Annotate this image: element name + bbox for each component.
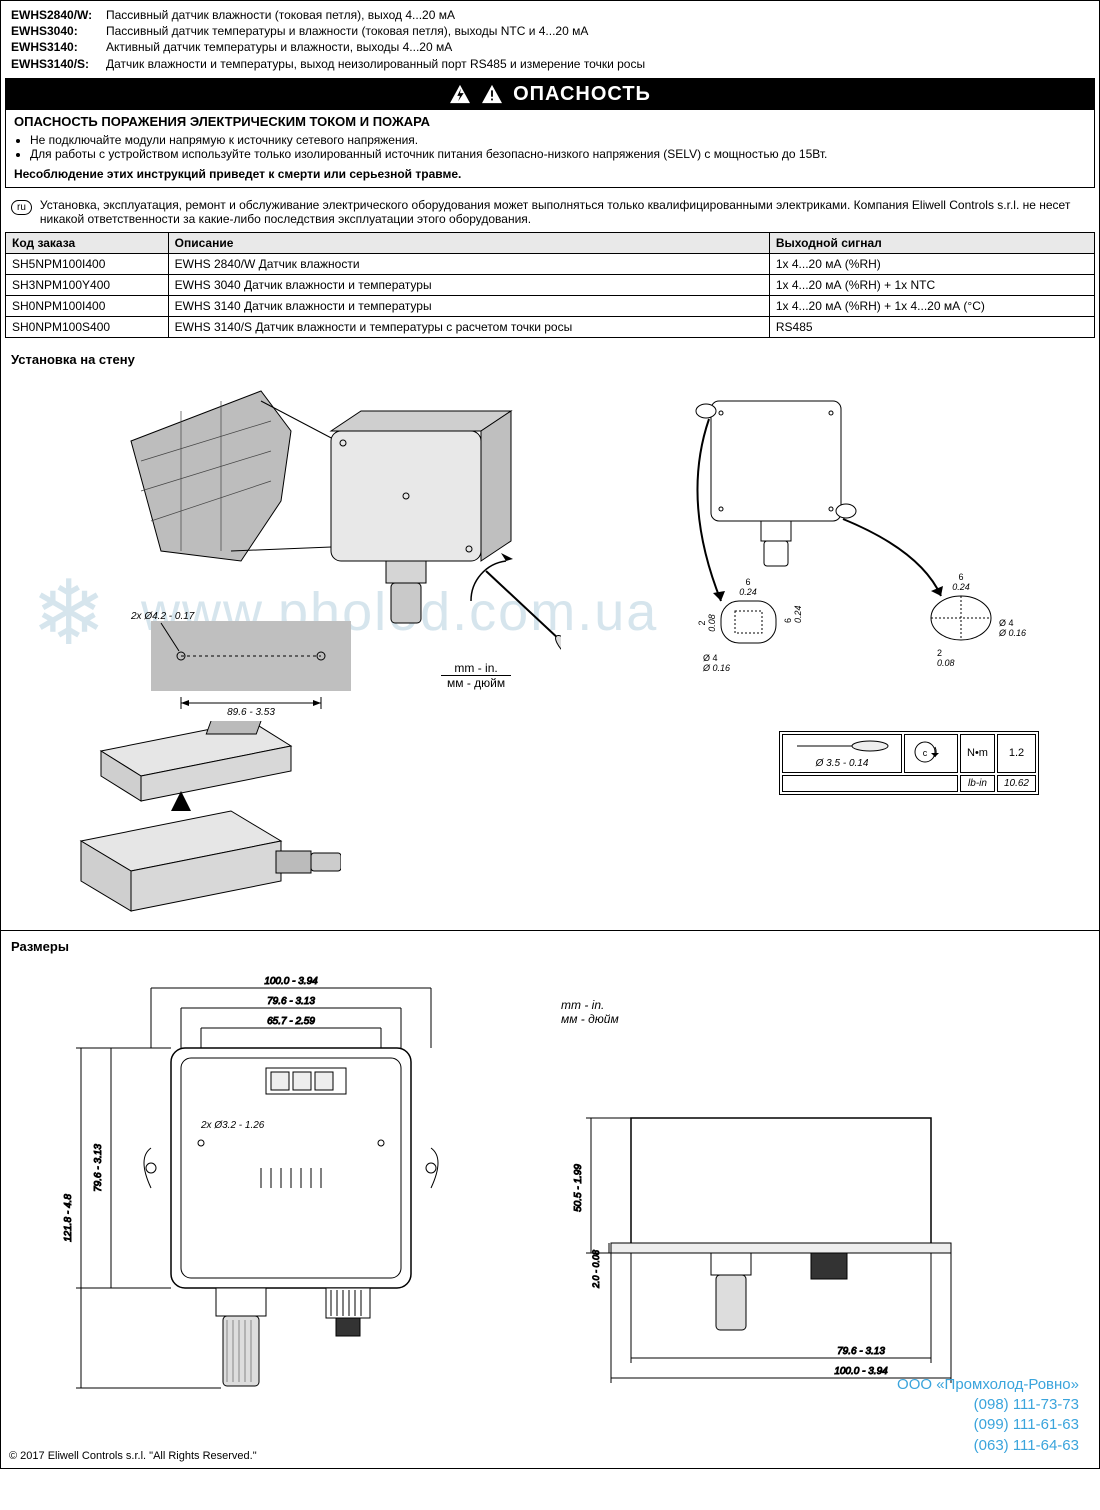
- table-row: SH3NPM100Y400EWHS 3040 Датчик влажности …: [6, 274, 1095, 295]
- phone: (063) 111-64-63: [897, 1436, 1079, 1456]
- installer-note: ru Установка, эксплуатация, ремонт и обс…: [1, 194, 1099, 230]
- screwdriver-icon: [792, 737, 892, 755]
- svg-text:6: 6: [958, 572, 963, 582]
- dims-section-title: Размеры: [1, 931, 1099, 958]
- rear-mount-diagram: 6 0.24 2 0.08 6 0.24 Ø 4 Ø 0.16 6 0.24 2…: [661, 391, 1041, 691]
- unit-legend-dims: mm - in. мм - дюйм: [561, 998, 619, 1026]
- svg-text:Ø 0.16: Ø 0.16: [998, 628, 1026, 638]
- dimensions-area: 100.0 - 3.94 79.6 - 3.13 65.7 - 2.59 2x …: [1, 958, 1099, 1468]
- svg-text:2.0 - 0.08: 2.0 - 0.08: [591, 1250, 601, 1289]
- svg-text:65.7 - 2.59: 65.7 - 2.59: [267, 1016, 315, 1027]
- company-name: ООО «Промхолод-Ровно»: [897, 1375, 1079, 1395]
- model-desc: Пассивный датчик влажности (токовая петл…: [106, 7, 455, 23]
- exploded-diagram: [21, 721, 341, 921]
- torque-table: Ø 3.5 - 0.14 c N•m1.2 lb-in10.62: [779, 731, 1039, 795]
- phone: (098) 111-73-73: [897, 1395, 1079, 1415]
- svg-text:0.08: 0.08: [937, 658, 955, 668]
- installer-note-text: Установка, эксплуатация, ремонт и обслуж…: [40, 198, 1089, 226]
- warning-item: Для работы с устройством используйте тол…: [30, 147, 1086, 161]
- svg-text:2x Ø4.2 - 0.17: 2x Ø4.2 - 0.17: [130, 611, 195, 622]
- svg-text:2: 2: [937, 648, 942, 658]
- model-code: EWHS2840/W:: [11, 7, 106, 23]
- torque-icon: c: [911, 737, 951, 767]
- drill-template-diagram: 89.6 - 3.53 2x Ø4.2 - 0.17: [121, 611, 381, 721]
- svg-text:121.8 - 4.8: 121.8 - 4.8: [63, 1193, 74, 1241]
- table-row: SH0NPM100I400EWHS 3140 Датчик влажности …: [6, 295, 1095, 316]
- svg-text:100.0 - 3.94: 100.0 - 3.94: [834, 1366, 888, 1377]
- svg-text:0.24: 0.24: [739, 587, 757, 597]
- danger-header: ОПАСНОСТЬ: [6, 79, 1094, 110]
- table-row: SH5NPM100I400EWHS 2840/W Датчик влажност…: [6, 253, 1095, 274]
- svg-text:0.08: 0.08: [707, 614, 717, 632]
- model-desc: Датчик влажности и температуры, выход не…: [106, 56, 645, 72]
- install-section-title: Установка на стену: [1, 344, 1099, 371]
- svg-text:89.6 - 3.53: 89.6 - 3.53: [227, 707, 275, 718]
- warning-item: Не подключайте модули напрямую к источни…: [30, 133, 1086, 147]
- danger-panel: ОПАСНОСТЬ ОПАСНОСТЬ ПОРАЖЕНИЯ ЭЛЕКТРИЧЕС…: [5, 78, 1095, 188]
- svg-text:Ø 0.16: Ø 0.16: [702, 663, 730, 673]
- svg-text:Ø 4: Ø 4: [999, 618, 1014, 628]
- front-dimension-drawing: 100.0 - 3.94 79.6 - 3.13 65.7 - 2.59 2x …: [41, 968, 481, 1428]
- model-code: EWHS3140/S:: [11, 56, 106, 72]
- hazard-bolt-icon: [449, 84, 471, 104]
- danger-label: ОПАСНОСТЬ: [513, 83, 651, 106]
- svg-text:Ø 4: Ø 4: [703, 653, 718, 663]
- svg-text:79.6 - 3.13: 79.6 - 3.13: [837, 1346, 885, 1357]
- lang-badge: ru: [11, 200, 32, 215]
- col-output: Выходной сигнал: [769, 232, 1094, 253]
- svg-text:2: 2: [697, 620, 707, 625]
- svg-text:79.6 - 3.13: 79.6 - 3.13: [267, 996, 315, 1007]
- model-code: EWHS3040:: [11, 23, 106, 39]
- unit-legend: mm - in. мм - дюйм: [441, 661, 511, 690]
- install-diagram-area: ❄ www.pholod.com.ua: [1, 371, 1099, 931]
- phone: (099) 111-61-63: [897, 1415, 1079, 1435]
- warning-footer: Несоблюдение этих инструкций приведет к …: [6, 165, 1094, 187]
- model-definitions: EWHS2840/W:Пассивный датчик влажности (т…: [1, 1, 1099, 78]
- snowflake-icon: ❄: [31, 561, 106, 666]
- model-desc: Пассивный датчик температуры и влажности…: [106, 23, 588, 39]
- copyright: © 2017 Eliwell Controls s.r.l. "All Righ…: [9, 1450, 257, 1462]
- svg-text:79.6 - 3.13: 79.6 - 3.13: [93, 1143, 104, 1191]
- col-desc: Описание: [168, 232, 769, 253]
- svg-text:2x Ø3.2 - 1.26: 2x Ø3.2 - 1.26: [200, 1120, 265, 1131]
- svg-text:0.24: 0.24: [793, 605, 803, 623]
- svg-text:50.5 - 1.99: 50.5 - 1.99: [573, 1163, 584, 1211]
- svg-text:6: 6: [783, 618, 793, 623]
- warning-title: ОПАСНОСТЬ ПОРАЖЕНИЯ ЭЛЕКТРИЧЕСКИМ ТОКОМ …: [6, 110, 1094, 133]
- svg-text:c: c: [923, 748, 928, 758]
- order-table: Код заказа Описание Выходной сигнал SH5N…: [5, 232, 1095, 338]
- side-dimension-drawing: 50.5 - 1.99 2.0 - 0.08 79.6 - 3.13 100.0…: [561, 1078, 1021, 1398]
- svg-text:6: 6: [745, 577, 750, 587]
- contact-block: ООО «Промхолод-Ровно» (098) 111-73-73 (0…: [897, 1375, 1079, 1456]
- table-row: SH0NPM100S400EWHS 3140/S Датчик влажност…: [6, 316, 1095, 337]
- hazard-warning-icon: [481, 84, 503, 104]
- col-code: Код заказа: [6, 232, 169, 253]
- svg-text:100.0 - 3.94: 100.0 - 3.94: [264, 976, 318, 987]
- model-desc: Активный датчик температуры и влажности,…: [106, 39, 452, 55]
- svg-text:0.24: 0.24: [952, 582, 970, 592]
- model-code: EWHS3140:: [11, 39, 106, 55]
